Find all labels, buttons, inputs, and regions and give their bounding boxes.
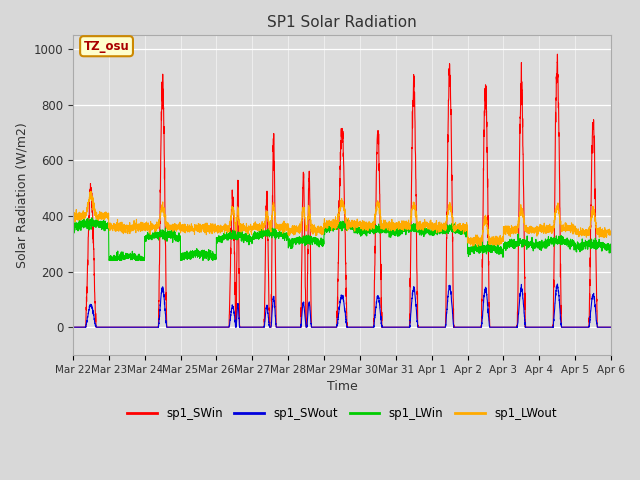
sp1_SWout bbox=[322, 324, 330, 330]
Line: sp1_SWin: sp1_SWin bbox=[73, 54, 611, 327]
sp1_LWout bbox=[87, 189, 95, 194]
sp1_LWout bbox=[607, 231, 614, 237]
sp1_SWin bbox=[607, 324, 614, 330]
sp1_LWin bbox=[88, 215, 96, 221]
sp1_SWin bbox=[554, 51, 561, 57]
sp1_SWout bbox=[463, 324, 470, 330]
sp1_LWin bbox=[463, 228, 470, 234]
sp1_LWout bbox=[463, 228, 470, 233]
sp1_LWin bbox=[105, 258, 113, 264]
sp1_LWin bbox=[433, 229, 441, 235]
sp1_LWout bbox=[322, 223, 330, 229]
Line: sp1_LWout: sp1_LWout bbox=[73, 192, 611, 247]
sp1_SWout bbox=[433, 324, 440, 330]
sp1_LWin bbox=[322, 226, 330, 231]
Text: TZ_osu: TZ_osu bbox=[84, 40, 129, 53]
Legend: sp1_SWin, sp1_SWout, sp1_LWin, sp1_LWout: sp1_SWin, sp1_SWout, sp1_LWin, sp1_LWout bbox=[122, 402, 561, 425]
Line: sp1_SWout: sp1_SWout bbox=[73, 284, 611, 327]
sp1_SWin bbox=[166, 324, 173, 330]
sp1_LWout bbox=[69, 211, 77, 217]
sp1_SWin bbox=[463, 324, 470, 330]
sp1_LWout bbox=[493, 241, 501, 247]
sp1_LWin bbox=[69, 223, 77, 229]
sp1_SWout bbox=[493, 324, 500, 330]
Title: SP1 Solar Radiation: SP1 Solar Radiation bbox=[267, 15, 417, 30]
sp1_SWout bbox=[607, 324, 615, 330]
sp1_SWin bbox=[493, 324, 500, 330]
sp1_LWout bbox=[433, 230, 440, 236]
sp1_LWout bbox=[474, 244, 481, 250]
sp1_SWin bbox=[69, 324, 77, 330]
sp1_SWin bbox=[433, 324, 440, 330]
sp1_SWout bbox=[607, 324, 614, 330]
sp1_SWout bbox=[554, 281, 561, 287]
X-axis label: Time: Time bbox=[326, 380, 357, 393]
sp1_LWin bbox=[166, 234, 173, 240]
sp1_SWin bbox=[607, 324, 615, 330]
Y-axis label: Solar Radiation (W/m2): Solar Radiation (W/m2) bbox=[15, 122, 28, 268]
sp1_SWin bbox=[322, 324, 330, 330]
sp1_SWout bbox=[166, 324, 173, 330]
sp1_LWout bbox=[166, 227, 173, 233]
Line: sp1_LWin: sp1_LWin bbox=[73, 218, 611, 261]
sp1_LWin bbox=[607, 250, 614, 255]
sp1_LWin bbox=[607, 250, 615, 255]
sp1_LWout bbox=[607, 231, 615, 237]
sp1_SWout bbox=[69, 324, 77, 330]
sp1_LWin bbox=[493, 245, 501, 251]
